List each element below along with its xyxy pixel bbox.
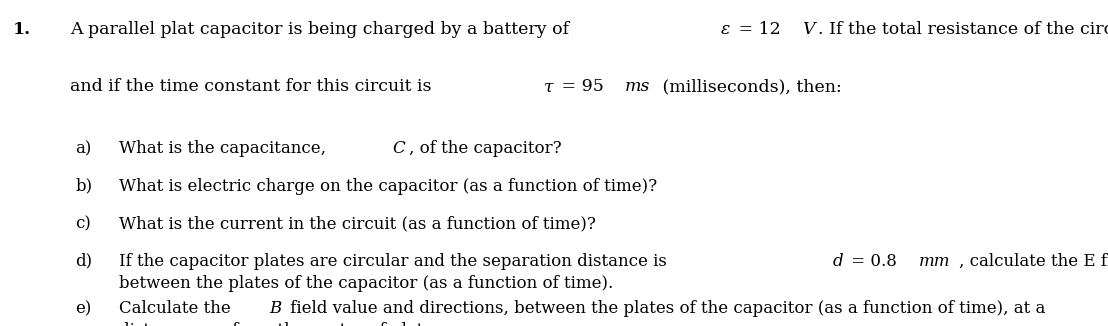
- Text: r: r: [217, 322, 225, 326]
- Text: , calculate the E field value: , calculate the E field value: [960, 253, 1108, 270]
- Text: 1.: 1.: [13, 21, 31, 38]
- Text: c): c): [75, 215, 91, 232]
- Text: = 95: = 95: [556, 78, 609, 95]
- Text: d): d): [75, 253, 92, 270]
- Text: between the plates of the capacitor (as a function of time).: between the plates of the capacitor (as …: [119, 275, 613, 292]
- Text: field value and directions, between the plates of the capacitor (as a function o: field value and directions, between the …: [286, 300, 1046, 317]
- Text: a): a): [75, 140, 92, 157]
- Text: = 0.8: = 0.8: [847, 253, 902, 270]
- Text: e): e): [75, 300, 92, 317]
- Text: from the center of plates.: from the center of plates.: [227, 322, 447, 326]
- Text: distance: distance: [119, 322, 195, 326]
- Text: B: B: [269, 300, 281, 317]
- Text: (milliseconds), then:: (milliseconds), then:: [657, 78, 842, 95]
- Text: . If the total resistance of the circuit is 5.0 kΩ,: . If the total resistance of the circuit…: [818, 21, 1108, 38]
- Text: C: C: [392, 140, 406, 157]
- Text: What is the capacitance,: What is the capacitance,: [119, 140, 331, 157]
- Text: τ: τ: [543, 78, 553, 95]
- Text: = 12: = 12: [733, 21, 787, 38]
- Text: A parallel plat capacitor is being charged by a battery of: A parallel plat capacitor is being charg…: [70, 21, 574, 38]
- Text: , of the capacitor?: , of the capacitor?: [409, 140, 562, 157]
- Text: and if the time constant for this circuit is: and if the time constant for this circui…: [70, 78, 437, 95]
- Text: mm: mm: [919, 253, 950, 270]
- Text: If the capacitor plates are circular and the separation distance is: If the capacitor plates are circular and…: [119, 253, 671, 270]
- Text: d: d: [832, 253, 843, 270]
- Text: What is electric charge on the capacitor (as a function of time)?: What is electric charge on the capacitor…: [119, 178, 657, 195]
- Text: ms: ms: [625, 78, 650, 95]
- Text: What is the current in the circuit (as a function of time)?: What is the current in the circuit (as a…: [119, 215, 595, 232]
- Text: V: V: [802, 21, 814, 38]
- Text: ε: ε: [721, 21, 730, 38]
- Text: b): b): [75, 178, 92, 195]
- Text: Calculate the: Calculate the: [119, 300, 236, 317]
